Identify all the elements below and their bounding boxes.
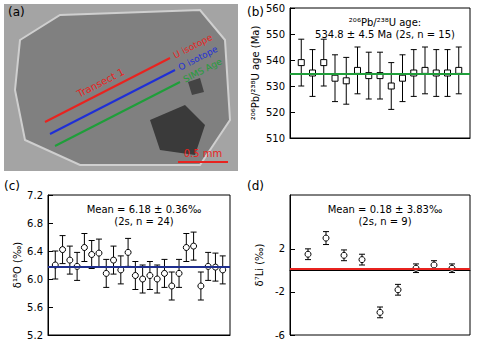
svg-text:(a): (a) bbox=[8, 5, 25, 19]
svg-text:5.2: 5.2 bbox=[27, 330, 43, 341]
svg-text:(2s, n = 24): (2s, n = 24) bbox=[114, 216, 174, 227]
svg-text:540: 540 bbox=[266, 55, 285, 66]
svg-text:550: 550 bbox=[266, 29, 285, 40]
svg-text:6.4: 6.4 bbox=[27, 246, 43, 257]
svg-text:0.5 mm: 0.5 mm bbox=[184, 148, 223, 159]
svg-text:δ⁷Li (‰): δ⁷Li (‰) bbox=[254, 243, 265, 286]
svg-text:U isotope: U isotope bbox=[171, 32, 214, 61]
svg-text:534.8 ± 4.5 Ma (2s, n = 15): 534.8 ± 4.5 Ma (2s, n = 15) bbox=[315, 29, 455, 40]
svg-text:O isotope: O isotope bbox=[176, 44, 220, 73]
svg-text:-2: -2 bbox=[275, 286, 285, 297]
svg-text:Mean = 6.18 ± 0.36‰: Mean = 6.18 ± 0.36‰ bbox=[87, 204, 202, 215]
svg-text:520: 520 bbox=[266, 107, 285, 118]
svg-text:2: 2 bbox=[279, 243, 285, 254]
svg-text:530: 530 bbox=[266, 81, 285, 92]
svg-text:-6: -6 bbox=[275, 330, 285, 341]
svg-text:²⁰⁶Pb/²³⁸U age:: ²⁰⁶Pb/²³⁸U age: bbox=[349, 17, 421, 28]
svg-text:5.6: 5.6 bbox=[27, 302, 43, 313]
svg-text:7.2: 7.2 bbox=[27, 190, 43, 201]
svg-text:6.0: 6.0 bbox=[27, 274, 43, 285]
svg-text:Transect 1: Transect 1 bbox=[74, 66, 126, 100]
svg-text:(d): (d) bbox=[247, 179, 264, 193]
svg-text:6.8: 6.8 bbox=[27, 218, 43, 229]
svg-text:560: 560 bbox=[266, 3, 285, 14]
svg-text:SIMS Age: SIMS Age bbox=[182, 56, 224, 84]
svg-text:(b): (b) bbox=[247, 5, 264, 19]
svg-text:(c): (c) bbox=[4, 179, 20, 193]
svg-text:(2s, n = 9): (2s, n = 9) bbox=[358, 216, 411, 227]
svg-text:510: 510 bbox=[266, 133, 285, 144]
svg-text:²⁰⁶Pb/²³⁸U age (Ma): ²⁰⁶Pb/²³⁸U age (Ma) bbox=[250, 26, 261, 121]
svg-text:Mean = 0.18 ± 3.83‰: Mean = 0.18 ± 3.83‰ bbox=[328, 204, 443, 215]
svg-text:δ¹⁸O (‰): δ¹⁸O (‰) bbox=[12, 242, 23, 289]
